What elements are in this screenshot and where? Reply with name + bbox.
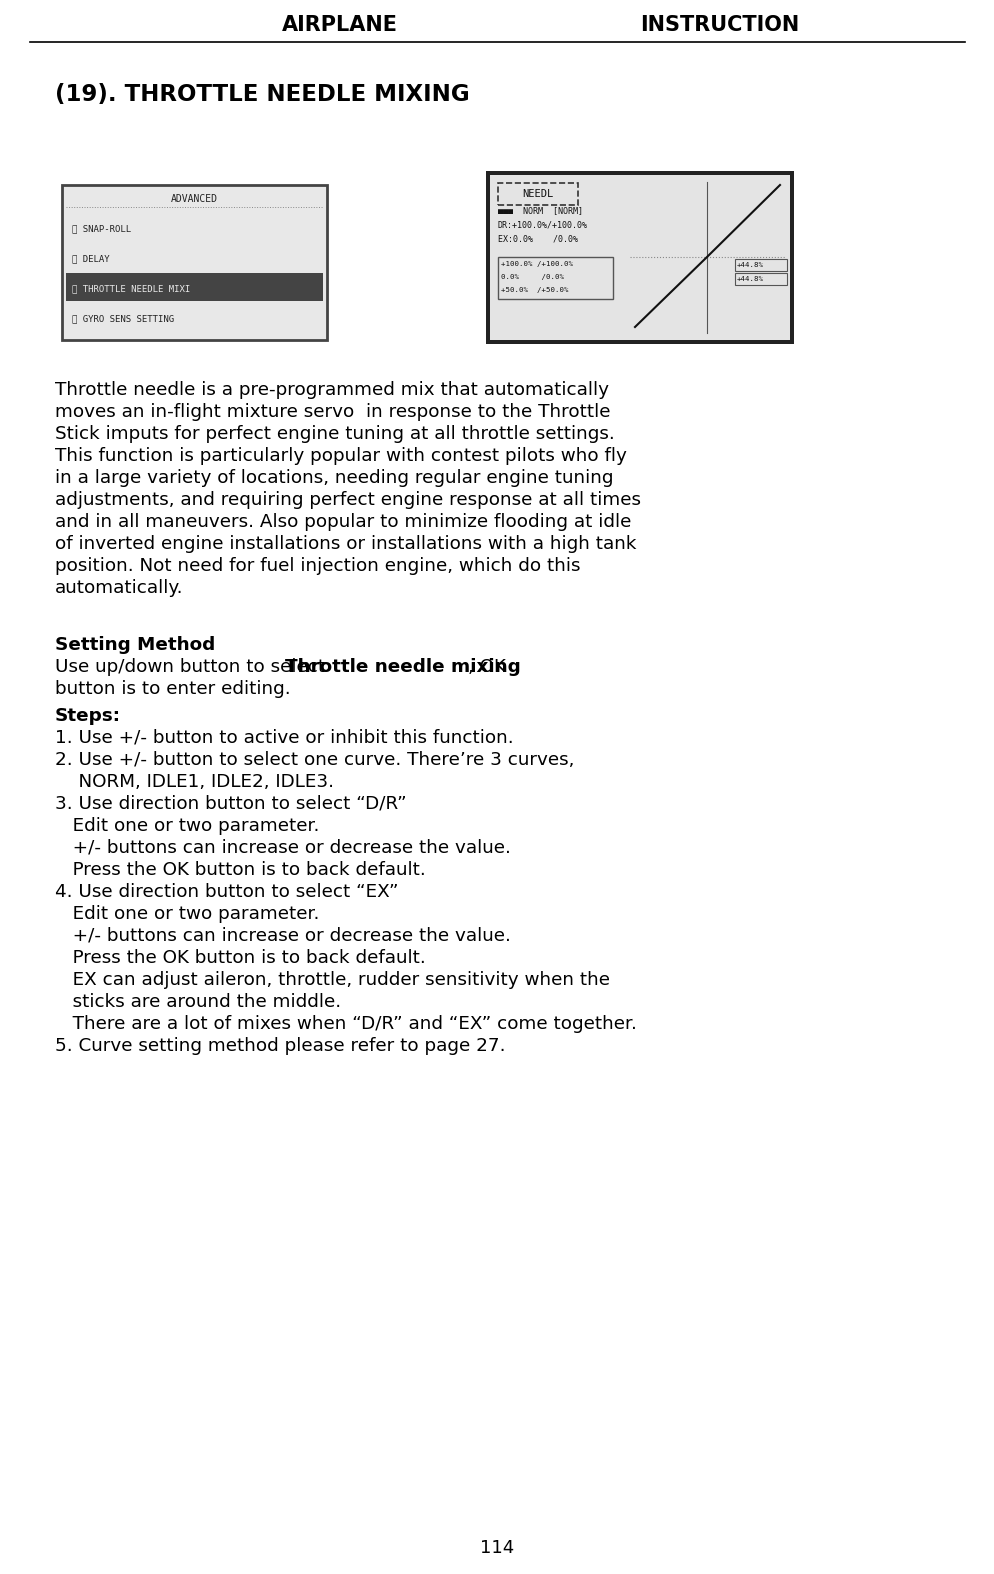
- Text: in a large variety of locations, needing regular engine tuning: in a large variety of locations, needing…: [55, 469, 613, 486]
- Text: Ⓐ SNAP-ROLL: Ⓐ SNAP-ROLL: [72, 225, 131, 233]
- Bar: [485, 172, 793, 345]
- Text: 114: 114: [480, 1539, 514, 1557]
- Text: AIRPLANE: AIRPLANE: [281, 16, 398, 35]
- Text: moves an in-flight mixture servo  in response to the Throttle: moves an in-flight mixture servo in resp…: [55, 403, 610, 420]
- Text: sticks are around the middle.: sticks are around the middle.: [55, 993, 341, 1011]
- Text: ADVANCED: ADVANCED: [171, 194, 218, 205]
- Text: Setting Method: Setting Method: [55, 636, 215, 655]
- Text: DR:+100.0%/+100.0%: DR:+100.0%/+100.0%: [498, 220, 587, 230]
- Bar: [489, 175, 789, 340]
- Text: (19). THROTTLE NEEDLE MIXING: (19). THROTTLE NEEDLE MIXING: [55, 83, 469, 107]
- Text: adjustments, and requiring perfect engine response at all times: adjustments, and requiring perfect engin…: [55, 491, 640, 508]
- Text: INSTRUCTION: INSTRUCTION: [640, 16, 799, 35]
- Text: Press the OK button is to back default.: Press the OK button is to back default.: [55, 861, 425, 878]
- Text: and in all maneuvers. Also popular to minimize flooding at idle: and in all maneuvers. Also popular to mi…: [55, 513, 631, 530]
- Text: EX:0.0%    /0.0%: EX:0.0% /0.0%: [498, 235, 578, 244]
- Text: +100.0% /+100.0%: +100.0% /+100.0%: [501, 261, 573, 268]
- Text: NEEDL: NEEDL: [522, 189, 553, 198]
- Text: Ⓑ DELAY: Ⓑ DELAY: [72, 255, 109, 263]
- Text: Stick imputs for perfect engine tuning at all throttle settings.: Stick imputs for perfect engine tuning a…: [55, 425, 614, 442]
- Text: +/- buttons can increase or decrease the value.: +/- buttons can increase or decrease the…: [55, 839, 510, 856]
- Text: 4. Use direction button to select “EX”: 4. Use direction button to select “EX”: [55, 883, 399, 900]
- Bar: [498, 183, 578, 205]
- Text: Edit one or two parameter.: Edit one or two parameter.: [55, 905, 319, 922]
- Bar: [66, 272, 323, 301]
- Bar: [62, 186, 327, 340]
- Text: 3. Use direction button to select “D/R”: 3. Use direction button to select “D/R”: [55, 795, 407, 814]
- Text: +50.0%  /+50.0%: +50.0% /+50.0%: [501, 286, 568, 293]
- Text: Steps:: Steps:: [55, 707, 121, 726]
- Text: This function is particularly popular with contest pilots who fly: This function is particularly popular wi…: [55, 447, 626, 464]
- Text: There are a lot of mixes when “D/R” and “EX” come together.: There are a lot of mixes when “D/R” and …: [55, 1015, 636, 1033]
- Text: +/- buttons can increase or decrease the value.: +/- buttons can increase or decrease the…: [55, 927, 510, 944]
- Bar: [735, 272, 786, 285]
- Text: +44.8%: +44.8%: [737, 275, 763, 282]
- Text: button is to enter editing.: button is to enter editing.: [55, 680, 290, 697]
- Text: Throttle needle is a pre-programmed mix that automatically: Throttle needle is a pre-programmed mix …: [55, 381, 608, 398]
- Text: Use up/down button to select: Use up/down button to select: [55, 658, 331, 675]
- Text: automatically.: automatically.: [55, 579, 183, 597]
- Bar: [735, 260, 786, 271]
- Text: 0.0%     /0.0%: 0.0% /0.0%: [501, 274, 564, 280]
- Text: position. Not need for fuel injection engine, which do this: position. Not need for fuel injection en…: [55, 557, 580, 575]
- Text: of inverted engine installations or installations with a high tank: of inverted engine installations or inst…: [55, 535, 636, 552]
- Text: 5. Curve setting method please refer to page 27.: 5. Curve setting method please refer to …: [55, 1037, 505, 1055]
- Text: Edit one or two parameter.: Edit one or two parameter.: [55, 817, 319, 834]
- Text: , OK: , OK: [467, 658, 505, 675]
- Text: 1. Use +/- button to active or inhibit this function.: 1. Use +/- button to active or inhibit t…: [55, 729, 513, 748]
- Text: EX can adjust aileron, throttle, rudder sensitivity when the: EX can adjust aileron, throttle, rudder …: [55, 971, 609, 988]
- Text: 2. Use +/- button to select one curve. There’re 3 curves,: 2. Use +/- button to select one curve. T…: [55, 751, 574, 770]
- Bar: [498, 257, 612, 299]
- Text: +44.8%: +44.8%: [737, 261, 763, 268]
- Text: Ⓒ THROTTLE NEEDLE MIXI: Ⓒ THROTTLE NEEDLE MIXI: [72, 285, 190, 293]
- Text: Press the OK button is to back default.: Press the OK button is to back default.: [55, 949, 425, 966]
- Text: ■■■  NORM  [NORM]: ■■■ NORM [NORM]: [498, 206, 582, 216]
- Text: Throttle needle mixing: Throttle needle mixing: [284, 658, 520, 675]
- Text: Ⓓ GYRO SENS SETTING: Ⓓ GYRO SENS SETTING: [72, 315, 174, 324]
- Text: NORM, IDLE1, IDLE2, IDLE3.: NORM, IDLE1, IDLE2, IDLE3.: [55, 773, 334, 792]
